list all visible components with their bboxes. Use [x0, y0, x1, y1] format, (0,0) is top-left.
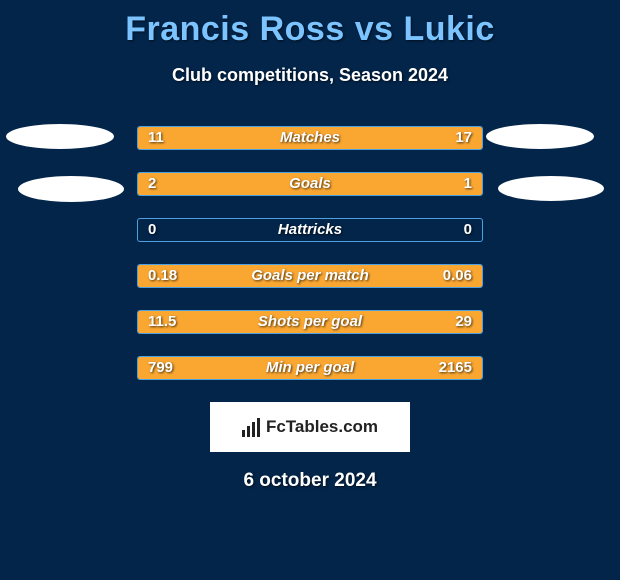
- stat-value-right: 0.06: [443, 265, 472, 287]
- stat-row: 799 Min per goal 2165: [137, 356, 483, 380]
- stat-label: Hattricks: [278, 219, 342, 241]
- logo-box[interactable]: FcTables.com: [210, 402, 410, 452]
- decor-ellipse: [486, 124, 594, 149]
- stat-value-left: 2: [148, 173, 156, 195]
- stat-label: Min per goal: [266, 357, 354, 379]
- decor-ellipse: [18, 176, 124, 202]
- stat-label: Goals per match: [251, 265, 369, 287]
- stat-value-right: 17: [455, 127, 472, 149]
- stat-value-left: 11.5: [148, 311, 176, 333]
- stat-label: Matches: [280, 127, 340, 149]
- stat-label: Shots per goal: [258, 311, 362, 333]
- stat-value-right: 0: [464, 219, 472, 241]
- stat-value-left: 11: [148, 127, 164, 149]
- logo-text: FcTables.com: [266, 417, 378, 437]
- stat-value-right: 1: [464, 173, 472, 195]
- stat-row: 11 Matches 17: [137, 126, 483, 150]
- decor-ellipse: [498, 176, 604, 201]
- stat-value-right: 2165: [439, 357, 472, 379]
- decor-ellipse: [6, 124, 114, 149]
- stat-row: 2 Goals 1: [137, 172, 483, 196]
- stat-label: Goals: [289, 173, 331, 195]
- page-title: Francis Ross vs Lukic: [0, 0, 620, 49]
- stat-row: 0 Hattricks 0: [137, 218, 483, 242]
- bars-icon: [242, 417, 260, 437]
- subtitle: Club competitions, Season 2024: [0, 65, 620, 86]
- stat-fill-left: [138, 173, 368, 195]
- stat-row: 11.5 Shots per goal 29: [137, 310, 483, 334]
- date-text: 6 october 2024: [0, 470, 620, 492]
- stats-container: 11 Matches 17 2 Goals 1 0 Hattricks 0 0.18 Goals p…: [137, 126, 483, 380]
- stat-row: 0.18 Goals per match 0.06: [137, 264, 483, 288]
- stat-value-right: 29: [455, 311, 472, 333]
- stat-value-left: 0.18: [148, 265, 177, 287]
- stat-value-left: 0: [148, 219, 156, 241]
- stat-value-left: 799: [148, 357, 173, 379]
